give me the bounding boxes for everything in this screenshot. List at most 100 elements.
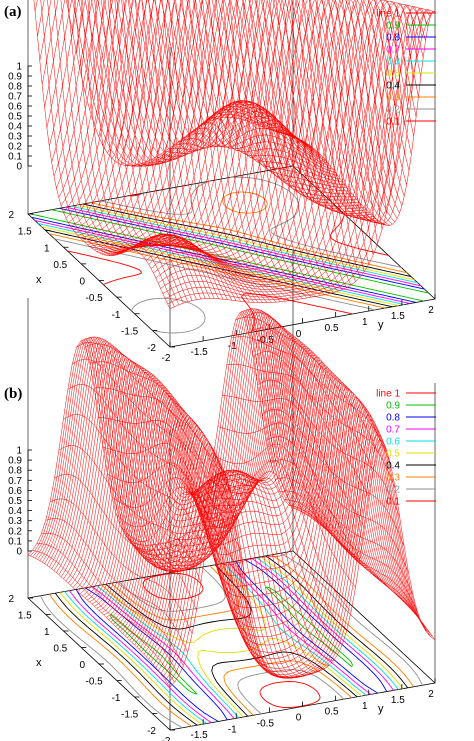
- legend-entry-label: 0.1: [386, 497, 400, 508]
- legend-entry-label: 0.1: [386, 117, 400, 128]
- surface-mesh-y-lines: [33, 0, 436, 309]
- panel-a-x-axis-label: x: [36, 274, 42, 286]
- y-tick-label: -2: [162, 353, 171, 364]
- z-tick-label: 0.1: [8, 152, 22, 163]
- panel-b-x-ticks: 2 1.5 10.5 0-0.5 -1-1.5 -2: [8, 594, 175, 737]
- x-tick-label: -2: [147, 726, 156, 737]
- contour-level-0.4: [54, 555, 409, 726]
- y-tick-label: 0: [296, 329, 302, 340]
- z-tick-label: 0.8: [8, 82, 22, 93]
- x-tick-label: -0.5: [86, 677, 104, 688]
- x-tick-label: -1.5: [121, 710, 139, 721]
- z-tick-label: 0.4: [8, 506, 22, 517]
- panel-a-legend: line 10.90.80.70.60.50.40.30.20.1: [376, 9, 436, 128]
- z-tick-label: 0.2: [8, 142, 22, 153]
- panel-a-label: (a): [4, 4, 22, 20]
- x-tick-label: -1.5: [121, 326, 139, 337]
- x-tick-label: 1.5: [18, 611, 32, 622]
- panel-a-y-axis-label: y: [378, 319, 384, 331]
- legend-entry-label: 0.8: [386, 33, 400, 44]
- panel-b-y-axis-label: y: [378, 703, 384, 715]
- legend-entry-label: 0.7: [386, 425, 400, 436]
- x-tick-label: 2: [8, 210, 14, 221]
- z-tick-label: 0.8: [8, 466, 22, 477]
- y-tick-label: 0: [296, 713, 302, 724]
- panel-a: (a) 10.90.80.70.60.50.40.30.20.10 21.510…: [4, 0, 436, 364]
- z-tick-label: 0.2: [8, 526, 22, 537]
- legend-entry-label: 0.2: [386, 105, 400, 116]
- z-tick-label: 1: [16, 62, 22, 73]
- contour-level-0.2: [39, 552, 424, 729]
- x-tick-label: 0: [79, 277, 85, 288]
- contour-level-0.7: [69, 557, 394, 724]
- y-tick-label: 2: [428, 689, 434, 700]
- y-tick-label: 1.5: [391, 311, 405, 322]
- x-tick-label: -2: [147, 343, 156, 354]
- z-tick-label: 0.3: [8, 132, 22, 143]
- panel-b-legend: line 10.90.80.70.60.50.40.30.20.1: [376, 389, 436, 508]
- legend-entry-label: 0.4: [386, 461, 400, 472]
- x-tick-label: -1: [112, 310, 121, 321]
- legend-entry-label: line 1: [376, 389, 400, 400]
- x-tick-label: 0.5: [53, 260, 67, 271]
- y-tick-label: -1.5: [191, 730, 209, 741]
- legend-entry-label: 0.2: [386, 485, 400, 496]
- y-tick-label: 0.5: [325, 707, 339, 718]
- z-tick-label: 0.4: [8, 122, 22, 133]
- contour-level-0.2: [54, 176, 402, 334]
- legend-entry-label: 0.4: [386, 81, 400, 92]
- z-tick-label: 0.9: [8, 72, 22, 83]
- legend-entry-label: 0.3: [386, 93, 400, 104]
- panel-b: (b) 10.90.80.70.60.50.40.30.20.10 21.510…: [4, 251, 436, 741]
- y-tick-label: 1: [362, 317, 368, 328]
- z-tick-label: 0: [16, 547, 22, 558]
- z-tick-label: 0.9: [8, 456, 22, 467]
- z-tick-label: 1: [16, 446, 22, 457]
- panel-b-axes-box: [27, 251, 436, 731]
- contour-level-0.3: [49, 554, 414, 727]
- x-tick-label: 0.5: [53, 644, 67, 655]
- x-tick-label: -0.5: [86, 293, 104, 304]
- contour-level-0.6: [64, 557, 399, 724]
- legend-entry-label: 0.8: [386, 413, 400, 424]
- y-tick-label: 1.5: [391, 695, 405, 706]
- legend-entry-label: line 1: [376, 9, 400, 20]
- x-tick-label: 1: [44, 627, 50, 638]
- legend-entry-label: 0.9: [386, 401, 400, 412]
- z-tick-label: 0.5: [8, 112, 22, 123]
- legend-entry-label: 0.6: [386, 437, 400, 448]
- surface-mesh-x-lines: [27, 308, 436, 688]
- legend-entry-label: 0.9: [386, 21, 400, 32]
- x-tick-label: 1.5: [18, 227, 32, 238]
- x-tick-label: 0: [79, 660, 85, 671]
- y-tick-label: 2: [428, 305, 434, 316]
- y-tick-label: -1.5: [191, 347, 209, 358]
- z-tick-label: 0.5: [8, 496, 22, 507]
- panel-b-surface-mesh: [27, 308, 436, 688]
- panel-b-y-ticks: -2 -1.5 -1 -0.5 0 0.5 1 1.5 2: [162, 678, 436, 741]
- z-tick-label: 0.6: [8, 102, 22, 113]
- panel-b-x-axis-label: x: [36, 657, 42, 669]
- y-tick-label: 1: [362, 701, 368, 712]
- panel-a-surface-mesh: [33, 0, 436, 310]
- y-tick-label: 0.5: [325, 323, 339, 334]
- z-tick-label: 0: [16, 162, 22, 173]
- panel-b-label: (b): [4, 386, 22, 402]
- contour-level-0.9: [29, 209, 429, 302]
- z-tick-label: 0.1: [8, 536, 22, 547]
- surface-mesh-y-lines: [27, 308, 436, 688]
- x-tick-label: 2: [8, 594, 14, 605]
- x-tick-label: 1: [44, 243, 50, 254]
- z-tick-label: 0.6: [8, 486, 22, 497]
- y-tick-label: -2: [162, 736, 171, 741]
- y-tick-label: -0.5: [257, 718, 275, 729]
- z-tick-label: 0.7: [8, 476, 22, 487]
- legend-entry-label: 0.7: [386, 45, 400, 56]
- legend-entry-label: 0.5: [386, 449, 400, 460]
- contour-level-0.4: [44, 203, 412, 308]
- y-tick-label: -1: [228, 341, 237, 352]
- panel-a-x-ticks: 2 1.5 10.5 0-0.5 -1-1.5 -2: [8, 210, 175, 354]
- legend-entry-label: 0.5: [386, 69, 400, 80]
- panel-a-z-ticks: 10.90.80.70.60.50.40.30.20.10: [8, 62, 32, 173]
